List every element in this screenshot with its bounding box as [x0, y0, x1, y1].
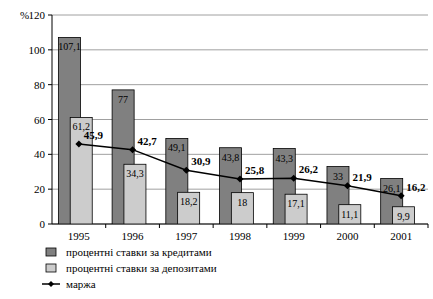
data-label: 77 [118, 94, 128, 105]
chart: 0 20 40 60 80 100 120% 1995 1996 1997 1998 1999 2000… [0, 0, 433, 299]
grid-line [52, 84, 428, 85]
tick-label: 60 [34, 114, 46, 126]
legend-swatch [46, 248, 56, 256]
tick [48, 49, 52, 50]
legend-marker [48, 281, 54, 287]
bar [392, 207, 414, 224]
x-tick [266, 224, 267, 228]
data-label: 34,3 [126, 168, 144, 179]
marker [75, 141, 82, 148]
data-label: 18 [237, 197, 247, 208]
data-label: 43,3 [276, 153, 294, 164]
tick-label: 0 [40, 218, 46, 230]
data-label: 45,9 [84, 129, 104, 141]
marker [237, 176, 244, 183]
grid-line [52, 119, 428, 120]
data-label: 33 [333, 171, 343, 182]
data-label: 18,2 [180, 196, 198, 207]
marker [290, 175, 297, 182]
data-label: 49,1 [168, 142, 186, 153]
bar [339, 205, 361, 224]
data-label: 21,9 [352, 171, 372, 183]
category-label: 1996 [122, 230, 145, 242]
data-label: 107,1 [58, 41, 81, 52]
category-label: 2001 [390, 230, 412, 242]
data-label: 30,9 [191, 155, 211, 167]
marker [344, 182, 351, 189]
data-labels: 107,17749,143,843,33326,161,234,318,2181… [58, 41, 426, 221]
tick-label: 40 [34, 148, 46, 160]
x-tick [213, 224, 214, 228]
data-label: 42,7 [138, 135, 158, 147]
data-label: 26,2 [299, 163, 319, 175]
data-label: 16,2 [406, 181, 426, 193]
y-axis [52, 15, 53, 224]
tick [48, 154, 52, 155]
tick [48, 189, 52, 190]
bar [285, 194, 307, 224]
legend-swatch [46, 264, 56, 272]
category-label: 1999 [283, 230, 306, 242]
x-tick [105, 224, 106, 228]
data-label: 43,8 [222, 152, 240, 163]
category-label: 1997 [175, 230, 198, 242]
tick [48, 84, 52, 85]
x-tick [428, 224, 429, 228]
tick [48, 224, 52, 225]
marker [183, 167, 190, 174]
data-label: 17,1 [287, 198, 305, 209]
y-label: % [20, 9, 29, 21]
legend-label: процентні ставки за депозитами [66, 262, 217, 274]
category-label: 1998 [229, 230, 252, 242]
x-tick [320, 224, 321, 228]
legend-label: маржа [66, 278, 96, 290]
tick-label: 80 [34, 79, 46, 91]
tick [48, 119, 52, 120]
tick-label: 20 [34, 183, 46, 195]
tick [48, 15, 52, 16]
marker [129, 146, 136, 153]
category-label: 2000 [336, 230, 359, 242]
tick-label: 100 [29, 44, 46, 56]
bar [178, 192, 200, 224]
grid-line [52, 15, 428, 16]
data-label: 25,8 [245, 164, 265, 176]
bar [124, 164, 146, 224]
marks [58, 37, 414, 224]
x-tick [159, 224, 160, 228]
data-label: 11,1 [341, 209, 358, 220]
line [79, 144, 401, 196]
legend-label: процентні ставки за кредитами [66, 246, 212, 258]
tick-label: 120 [29, 9, 46, 21]
grid-line [52, 49, 428, 50]
data-label: 26,1 [383, 183, 401, 194]
category-label: 1995 [68, 230, 91, 242]
bar [231, 193, 253, 224]
legend: процентні ставки за кредитами процентні с… [42, 246, 217, 290]
x-tick [374, 224, 375, 228]
data-label: 9,9 [397, 211, 410, 222]
